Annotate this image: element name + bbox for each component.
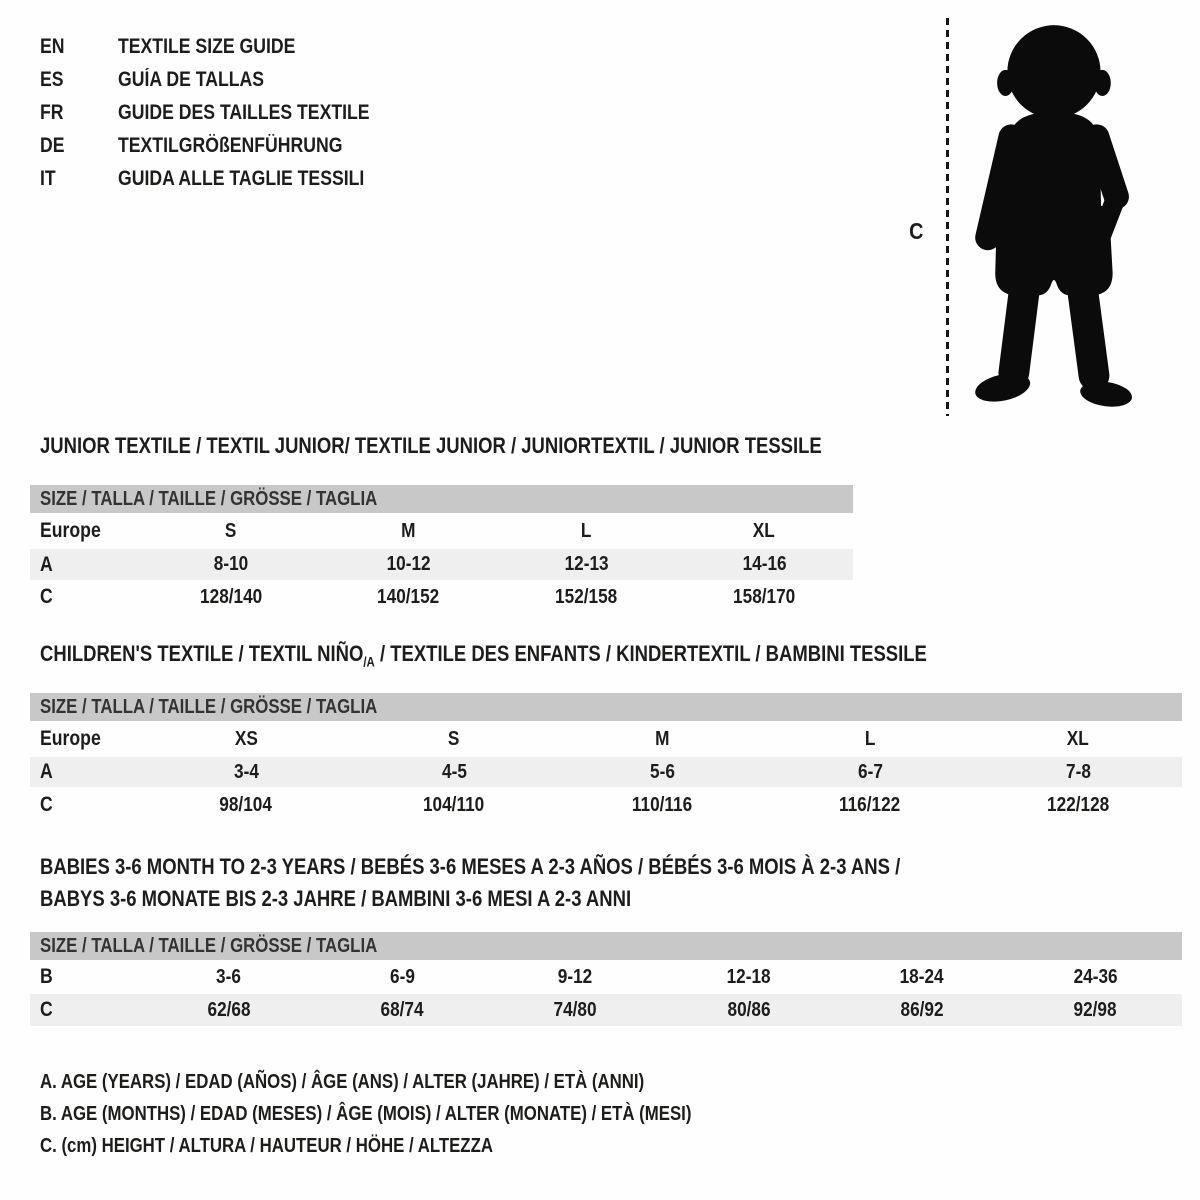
language-row-fr: FR GUIDE DES TAILLES TEXTILE [40,96,417,129]
size-column-header: XS [234,727,258,750]
language-row-en: EN TEXTILE SIZE GUIDE [40,30,417,63]
legend: A. AGE (YEARS) / EDAD (AÑOS) / ÂGE (ANS)… [40,1066,816,1162]
column-header-row: Europe S M L XL [30,513,853,549]
size-header-bar: SIZE / TALLA / TAILLE / GRÖSSE / TAGLIA [30,932,1182,960]
size-column-header: XL [1067,727,1089,750]
height-measure-label: C [909,218,924,244]
value-cell: 24-36 [1073,965,1118,988]
babies-size-table: SIZE / TALLA / TAILLE / GRÖSSE / TAGLIA … [30,932,1182,1026]
value-cell: 10-12 [386,553,431,575]
value-cell: 158/170 [733,585,796,608]
value-cell: 104/110 [423,793,485,816]
babies-section-heading: BABIES 3-6 MONTH TO 2-3 YEARS / BEBÉS 3-… [40,854,901,911]
table-row-b: B 3-6 6-9 9-12 12-18 18-24 24-36 [30,960,1182,994]
children-section-heading: CHILDREN'S TEXTILE / TEXTIL NIÑO/A / TEX… [40,641,927,670]
language-label: GUÍA DE TALLAS [118,67,265,91]
value-cell: 140/152 [377,585,440,608]
value-cell: 152/158 [555,585,618,608]
table-row-c: C 62/68 68/74 74/80 80/86 86/92 92/98 [30,994,1182,1026]
value-cell: 6-7 [857,760,883,783]
row-label: A [40,760,53,783]
junior-size-table: SIZE / TALLA / TAILLE / GRÖSSE / TAGLIA … [30,485,853,614]
legend-line-c: C. (cm) HEIGHT / ALTURA / HAUTEUR / HÖHE… [40,1135,493,1157]
junior-section-heading: JUNIOR TEXTILE / TEXTIL JUNIOR/ TEXTILE … [40,433,822,458]
size-column-header: XL [753,519,776,542]
region-column-header: Europe [40,727,101,750]
language-list: EN TEXTILE SIZE GUIDE ES GUÍA DE TALLAS … [40,30,417,195]
value-cell: 4-5 [441,760,467,783]
row-label: C [40,585,53,608]
region-column-header: Europe [40,519,101,542]
size-column-header: M [401,519,416,542]
size-column-header: L [864,727,876,750]
language-row-it: IT GUIDA ALLE TAGLIE TESSILI [40,162,417,195]
language-code: DE [40,133,65,157]
children-size-table: SIZE / TALLA / TAILLE / GRÖSSE / TAGLIA … [30,693,1182,823]
value-cell: 3-4 [233,760,259,783]
value-cell: 74/80 [553,998,597,1021]
value-cell: 12-18 [726,965,771,988]
language-code: IT [40,166,56,190]
value-cell: 116/122 [839,793,901,816]
row-label: A [40,552,53,576]
baby-silhouette-icon [975,25,1133,407]
language-code: EN [40,34,65,58]
language-row-de: DE TEXTILGRÖßENFÜHRUNG [40,129,417,162]
size-column-header: M [654,727,670,750]
heading-subscript: /A [363,654,375,670]
value-cell: 110/116 [631,793,693,816]
value-cell: 98/104 [219,793,273,816]
size-header-bar: SIZE / TALLA / TAILLE / GRÖSSE / TAGLIA [30,693,1182,721]
size-column-header: S [225,519,237,542]
language-code: FR [40,100,64,124]
value-cell: 14-16 [742,553,787,575]
value-cell: 62/68 [207,998,251,1021]
language-label: TEXTILGRÖßENFÜHRUNG [118,133,343,157]
value-cell: 80/86 [727,998,771,1021]
row-label: C [40,998,53,1021]
size-column-header: S [448,727,460,750]
size-header-bar: SIZE / TALLA / TAILLE / GRÖSSE / TAGLIA [30,485,853,513]
value-cell: 92/98 [1073,998,1117,1021]
value-cell: 9-12 [558,965,593,988]
value-cell: 6-9 [389,965,415,988]
legend-line-a: A. AGE (YEARS) / EDAD (AÑOS) / ÂGE (ANS)… [40,1071,645,1093]
table-row-c: C 98/104 104/110 110/116 116/122 122/128 [30,787,1182,823]
value-cell: 128/140 [199,585,262,608]
height-dashed-line [946,18,949,416]
language-label: GUIDA ALLE TAGLIE TESSILI [118,166,365,190]
column-header-row: Europe XS S M L XL [30,721,1182,757]
row-label: B [40,965,53,988]
value-cell: 86/92 [900,998,944,1021]
legend-line-b: B. AGE (MONTHS) / EDAD (MESES) / ÂGE (MO… [40,1103,692,1125]
size-column-header: L [581,519,592,542]
row-label: C [40,793,53,816]
value-cell: 122/128 [1046,793,1110,816]
table-row-c: C 128/140 140/152 152/158 158/170 [30,580,853,614]
value-cell: 12-13 [564,553,609,575]
language-code: ES [40,67,64,91]
table-row-a: A 8-10 10-12 12-13 14-16 [30,549,853,580]
language-label: GUIDE DES TAILLES TEXTILE [118,100,370,124]
language-label: TEXTILE SIZE GUIDE [118,34,296,58]
table-row-a: A 3-4 4-5 5-6 6-7 7-8 [30,757,1182,787]
value-cell: 3-6 [216,965,242,988]
value-cell: 7-8 [1065,760,1091,783]
value-cell: 5-6 [649,760,675,783]
value-cell: 8-10 [213,553,249,575]
value-cell: 68/74 [380,998,424,1021]
language-row-es: ES GUÍA DE TALLAS [40,63,417,96]
value-cell: 18-24 [899,965,944,988]
